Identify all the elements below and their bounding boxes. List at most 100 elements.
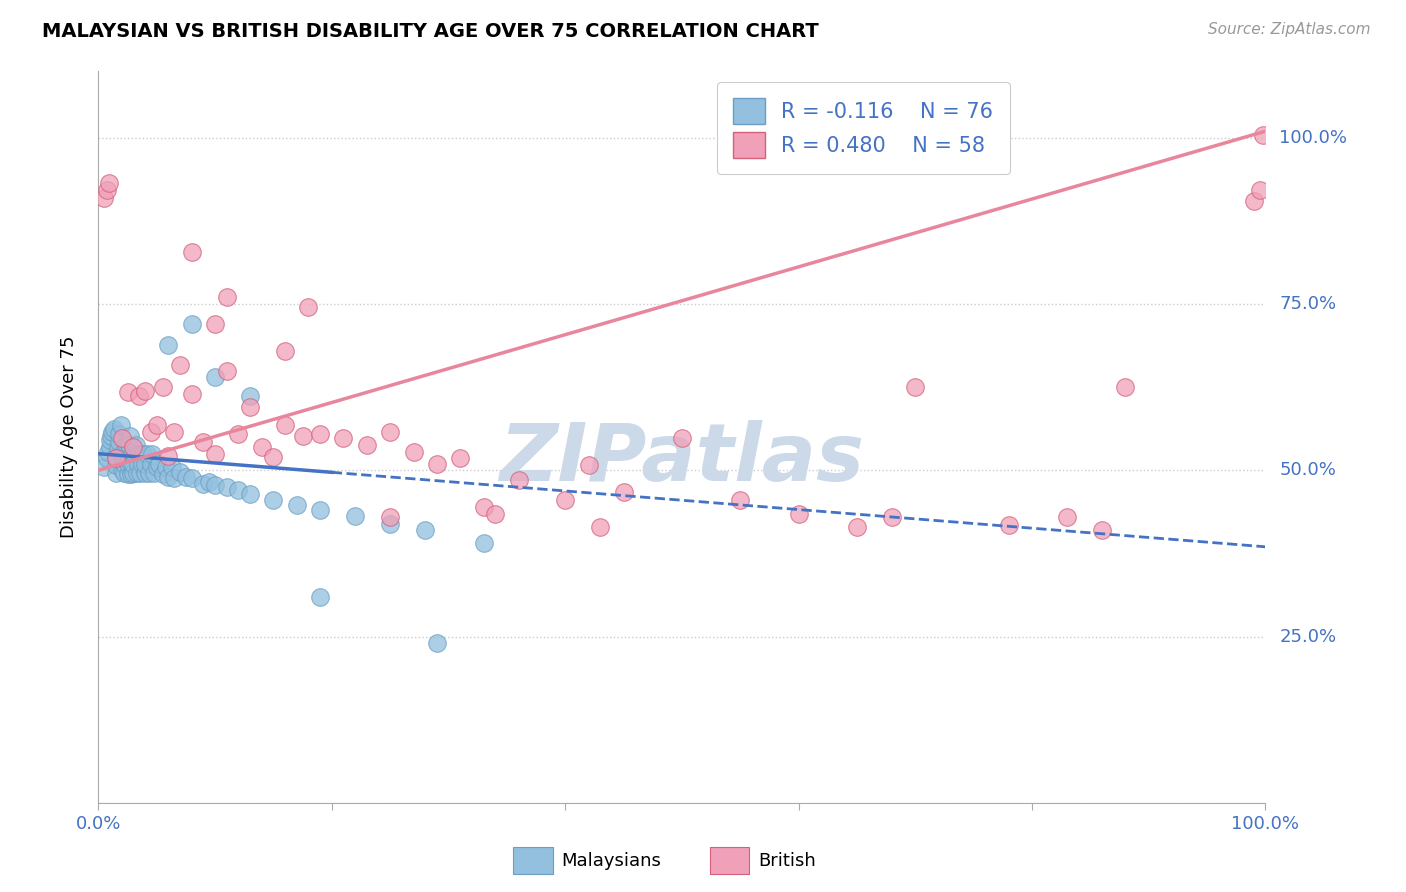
Point [291, 429, 314, 443]
Point [730, 493, 752, 508]
Point [118, 438, 141, 452]
Point [554, 493, 576, 508]
Point [146, 460, 169, 475]
Point [228, 426, 250, 441]
Point [104, 466, 127, 480]
Point [108, 426, 131, 441]
Point [108, 435, 131, 450]
Point [163, 425, 186, 439]
Point [107, 442, 129, 456]
Point [309, 590, 332, 604]
Point [228, 483, 250, 498]
Point [472, 536, 495, 550]
Point [157, 338, 180, 352]
Point [134, 457, 156, 471]
Text: 25.0%: 25.0% [1279, 628, 1337, 646]
Point [125, 438, 148, 452]
Text: 100.0%: 100.0% [1279, 128, 1347, 147]
Text: 50.0%: 50.0% [1279, 461, 1336, 479]
Legend: R = -0.116    N = 76, R = 0.480    N = 58: R = -0.116 N = 76, R = 0.480 N = 58 [717, 82, 1010, 174]
Point [250, 440, 273, 454]
Point [787, 507, 810, 521]
Point [152, 467, 174, 481]
Point [152, 380, 174, 394]
Point [125, 466, 148, 480]
Point [846, 520, 869, 534]
Point [132, 447, 155, 461]
Point [356, 438, 378, 452]
Point [128, 389, 150, 403]
Point [111, 431, 134, 445]
Point [97, 445, 120, 459]
Point [204, 370, 226, 384]
Point [297, 301, 319, 315]
Point [134, 466, 156, 480]
Point [118, 429, 141, 443]
Point [163, 471, 186, 485]
Point [484, 507, 506, 521]
Point [215, 290, 238, 304]
Point [344, 508, 367, 523]
Point [122, 440, 145, 454]
Point [143, 466, 166, 480]
Point [880, 509, 903, 524]
Point [204, 478, 226, 492]
Point [122, 457, 145, 471]
Point [124, 447, 146, 461]
Point [174, 470, 197, 484]
Point [997, 517, 1019, 532]
Point [122, 466, 145, 480]
Point [426, 636, 449, 650]
Point [274, 418, 297, 433]
Point [98, 440, 121, 454]
Text: Malaysians: Malaysians [561, 852, 661, 870]
Point [904, 380, 927, 394]
Point [127, 457, 149, 471]
Text: British: British [758, 852, 815, 870]
Point [309, 503, 332, 517]
Point [100, 429, 122, 443]
Point [239, 400, 262, 414]
Point [110, 418, 132, 433]
Point [136, 447, 159, 461]
Point [96, 183, 118, 197]
Point [169, 358, 191, 372]
Point [138, 466, 160, 480]
Point [215, 363, 238, 377]
Y-axis label: Disability Age Over 75: Disability Age Over 75 [59, 335, 77, 539]
Point [309, 426, 332, 441]
Point [93, 460, 115, 475]
Point [193, 476, 215, 491]
Point [146, 418, 169, 433]
Point [111, 455, 134, 469]
Point [215, 480, 238, 494]
Point [117, 467, 139, 481]
Point [671, 431, 693, 445]
Point [180, 387, 202, 401]
Point [1091, 523, 1114, 537]
Point [148, 457, 170, 471]
Point [180, 317, 202, 331]
Point [128, 447, 150, 461]
Point [380, 516, 402, 531]
Point [1251, 128, 1274, 142]
Point [155, 460, 177, 475]
Point [402, 444, 425, 458]
Point [120, 467, 142, 481]
Point [1114, 380, 1136, 394]
Point [262, 493, 284, 508]
Point [98, 434, 121, 448]
Point [198, 475, 221, 490]
Point [449, 451, 471, 466]
Point [169, 465, 191, 479]
Point [1249, 183, 1271, 197]
Point [160, 460, 183, 475]
Point [262, 450, 284, 464]
Point [112, 466, 135, 480]
Point [180, 471, 202, 485]
Point [613, 484, 636, 499]
Point [426, 457, 449, 471]
Point [157, 449, 180, 463]
Point [117, 457, 139, 471]
Point [131, 457, 153, 471]
